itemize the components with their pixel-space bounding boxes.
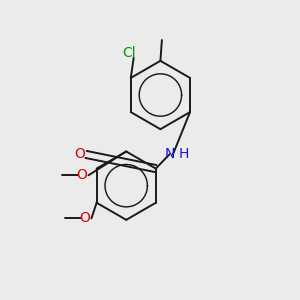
Text: O: O bbox=[76, 168, 87, 182]
Text: O: O bbox=[74, 147, 85, 161]
Text: N: N bbox=[164, 147, 175, 161]
Text: Cl: Cl bbox=[122, 46, 136, 60]
Text: O: O bbox=[79, 211, 90, 225]
Text: H: H bbox=[178, 147, 189, 161]
